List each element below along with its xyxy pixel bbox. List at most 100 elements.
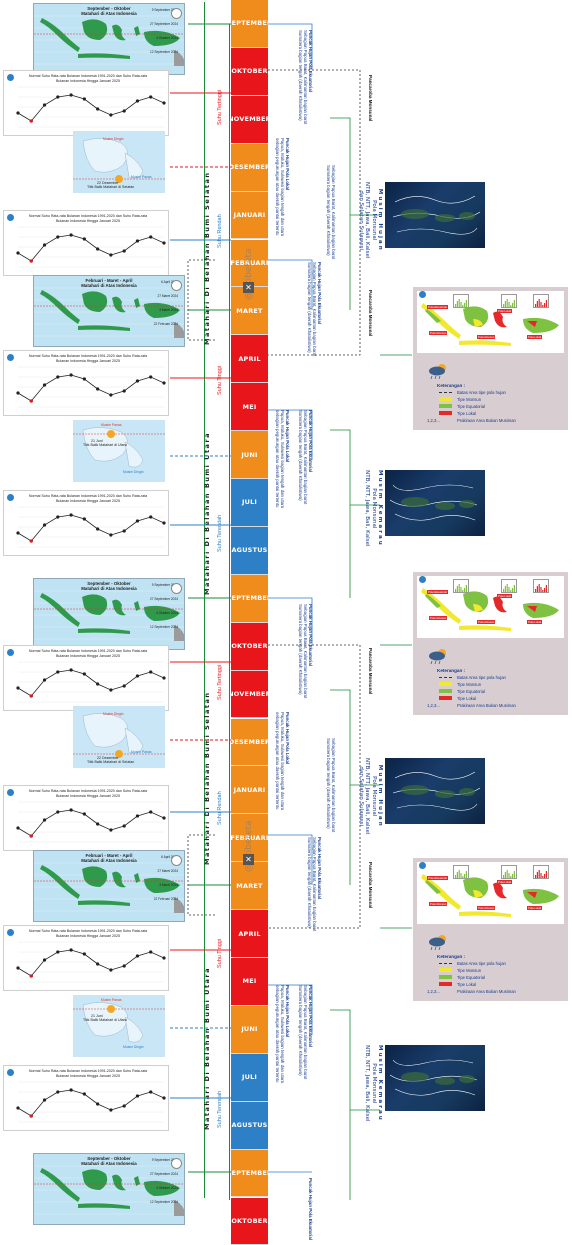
data-point (123, 1104, 126, 1107)
pancaroba-label: Pancaroba Monsunal (368, 75, 373, 121)
chart-subtitle: Bulanan Indonesia Hingga Januari 2025 (12, 934, 164, 938)
data-point (162, 816, 165, 819)
data-point (43, 523, 46, 526)
text-ekuatorial-north: Puncak Hujan Pola Ekuatorial Sebagian Pa… (297, 410, 313, 504)
map-date: 27 September 2024 (150, 22, 178, 26)
rain-cloud-icon (427, 934, 449, 950)
bmkg-logo-icon (7, 494, 14, 501)
data-point (149, 1090, 152, 1093)
legend-item: Tipe Monsun (457, 397, 481, 402)
musim-kemarau-label-2: Musim Kemarau Pola Monsunal NTB, NTT, Ja… (364, 1045, 383, 1122)
legend-item: Tipe Equatorial (457, 404, 485, 409)
mini-bar-chart (501, 579, 517, 593)
legend-item: Tipe Equatorial (457, 975, 485, 980)
data-point (83, 952, 86, 955)
bmkg-logo-icon (7, 789, 14, 796)
temperature-chart: Normal Suhu Rata-rata Bulanan Indonesia … (3, 210, 169, 276)
data-point (136, 1094, 139, 1097)
legend-num: 1,2,3... (427, 703, 440, 708)
data-point (69, 233, 72, 236)
musim-hujan-label: Musim Hujan Pola Monsunal NTB, NTT, Jawa… (357, 182, 383, 259)
map-date: 22 Februari 2024 (154, 322, 178, 326)
legend-item: Prakiraan Area Bukan Musiman (457, 989, 516, 994)
data-point (56, 670, 59, 673)
text-lokal-north: Puncak Hujan Pola Lokal Papua, Maluku, S… (274, 410, 290, 508)
legend-item: Batas Area tipe pola hujan (457, 675, 506, 680)
pola-label: Pola Lokal (527, 335, 542, 339)
chart-subtitle: Bulanan Indonesia Hingga Januari 2025 (12, 1074, 164, 1078)
text-ekuatorial-3: Puncak Hujan Pola Ekuatorial (308, 1178, 313, 1240)
data-point (109, 1108, 112, 1111)
data-point (136, 379, 139, 382)
highlight-point (30, 1114, 33, 1117)
data-point (83, 672, 86, 675)
solstice-text: Titik Balik Matahari di Utara (83, 443, 127, 447)
text-ekuatorial-north-2: Puncak Hujan Pola Ekuatorial Sebagian Pa… (297, 985, 313, 1079)
sun-icon (107, 1005, 115, 1013)
map-date: 3 Maret 2024 (159, 883, 178, 887)
compass-icon (171, 583, 182, 594)
map-date: 4 Oktober 2024 (156, 36, 178, 40)
musim-label: Musim Dingin (123, 470, 144, 474)
data-point (109, 688, 112, 691)
legend-swatch (439, 689, 452, 693)
data-point (96, 1102, 99, 1105)
wind-arrows (385, 758, 485, 824)
data-point (149, 810, 152, 813)
data-point (83, 97, 86, 100)
pola-label: Pola Ekuatorial (427, 876, 448, 880)
pola-label: Pola Lokal (497, 594, 512, 598)
pancaroba-label-4: Pancaroba Monsunal (368, 862, 373, 908)
data-point (69, 1088, 72, 1091)
text-ekuatorial-2: Puncak Hujan Pola Ekuatorial Sebagian Pa… (297, 604, 313, 698)
data-point (69, 668, 72, 671)
pola-label: Pola Ekuatorial (427, 590, 448, 594)
data-point (69, 948, 72, 951)
data-point (16, 966, 19, 969)
bmkg-logo-icon (419, 576, 426, 583)
legend-swatch (439, 404, 452, 408)
compass-icon (171, 8, 182, 19)
data-point (16, 251, 19, 254)
data-point (109, 393, 112, 396)
rain-cloud-icon (427, 363, 449, 379)
data-point (56, 515, 59, 518)
bmkg-logo-icon (419, 291, 426, 298)
data-point (56, 1090, 59, 1093)
musim-hujan-label-2: Musim Hujan Pola Monsunal NTB, NTT, Jawa… (357, 758, 383, 835)
legend-num: 1,2,3... (427, 989, 440, 994)
pola-label: Pola Monsun (477, 906, 495, 910)
legend-item: Tipe Monsun (457, 682, 481, 687)
data-point (109, 828, 112, 831)
legend-swatch (439, 968, 452, 972)
data-point (162, 101, 165, 104)
data-point (109, 253, 112, 256)
data-point (109, 968, 112, 971)
pola-label: Pola Ekuatorial (427, 305, 448, 309)
musim-label: Musim Dingin (123, 1045, 144, 1049)
legend-item: Tipe Equatorial (457, 689, 485, 694)
pancaroba-label-2: Pancaroba Monsunal (368, 290, 373, 336)
chart-subtitle: Bulanan Indonesia Hingga Januari 2025 (12, 794, 164, 798)
pola-label: Pola Monsun (477, 620, 495, 624)
text-monsunal-1: Sebagian Papua Barat, Kalimantan bagian … (326, 165, 336, 259)
temperature-chart: Normal Suhu Rata-rata Bulanan Indonesia … (3, 1065, 169, 1131)
temperature-chart: Normal Suhu Rata-rata Bulanan Indonesia … (3, 490, 169, 556)
data-point (83, 1092, 86, 1095)
highlight-point (30, 974, 33, 977)
pola-label: Pola Lokal (527, 620, 542, 624)
legend-item: Tipe Lokal (457, 696, 476, 701)
data-point (83, 517, 86, 520)
chart-subtitle: Bulanan Indonesia Hingga Januari 2025 (12, 654, 164, 658)
data-point (162, 1096, 165, 1099)
data-point (69, 373, 72, 376)
data-point (96, 387, 99, 390)
data-point (162, 676, 165, 679)
pola-label: Pola Lokal (527, 906, 542, 910)
musim-kemarau-label: Musim Kemarau Pola Monsunal NTB, NTT, Ja… (364, 470, 383, 547)
map-date: 27 September 2024 (150, 597, 178, 601)
legend-title: Keterangan : (437, 668, 465, 673)
